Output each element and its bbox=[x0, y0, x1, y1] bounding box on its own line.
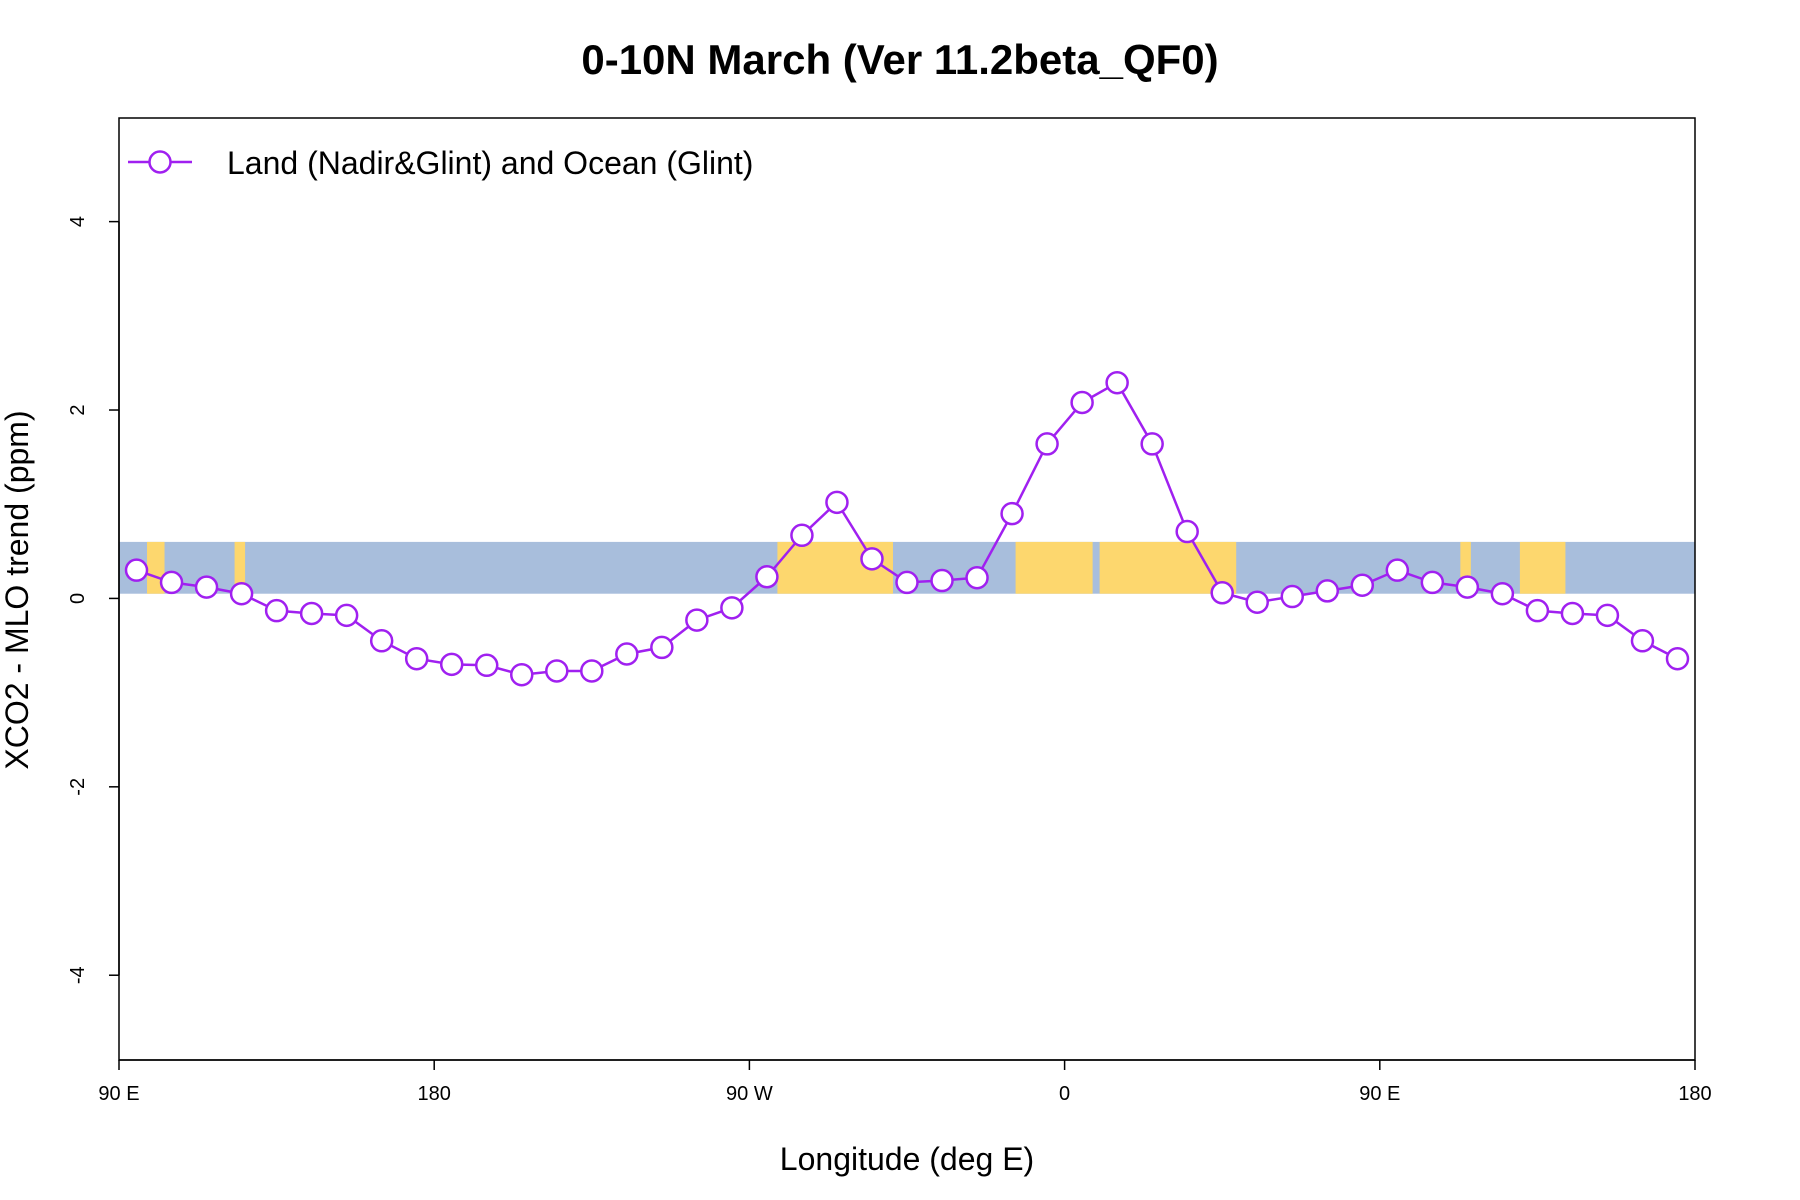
data-point bbox=[1525, 598, 1550, 623]
data-point bbox=[790, 523, 814, 548]
data-point bbox=[1665, 646, 1690, 671]
y-tick-label: 2 bbox=[67, 404, 89, 415]
data-point bbox=[1035, 432, 1059, 456]
data-point bbox=[264, 598, 289, 623]
data-point bbox=[965, 565, 989, 590]
data-point bbox=[1210, 581, 1234, 605]
data-point bbox=[474, 653, 499, 678]
y-tick-label: 4 bbox=[67, 216, 89, 227]
data-point bbox=[1000, 501, 1024, 526]
legend: Land (Nadir&Glint) and Ocean (Glint) bbox=[128, 145, 753, 181]
series-line bbox=[136, 381, 1679, 676]
x-tick-label: 180 bbox=[418, 1083, 451, 1105]
data-point bbox=[825, 490, 849, 515]
data-point bbox=[1105, 370, 1129, 395]
data-point bbox=[124, 558, 149, 582]
x-axis: 90 E 180 90 W 0 90 E 180 bbox=[98, 1059, 1712, 1105]
y-tick-label: -2 bbox=[67, 778, 89, 796]
series-layer bbox=[124, 370, 1690, 687]
data-point bbox=[545, 659, 569, 683]
y-axis-label: XCO2 - MLO trend (ppm) bbox=[0, 410, 35, 769]
x-tick-label: 180 bbox=[1678, 1083, 1711, 1105]
x-tick-label: 90 E bbox=[1359, 1083, 1400, 1105]
data-point bbox=[299, 601, 324, 626]
data-point bbox=[439, 652, 464, 677]
data-point bbox=[1560, 601, 1585, 626]
data-point bbox=[1350, 573, 1375, 597]
data-point bbox=[1140, 432, 1164, 456]
data-point bbox=[860, 547, 884, 571]
land-segment bbox=[1460, 541, 1471, 594]
data-point bbox=[1385, 558, 1410, 582]
data-point bbox=[1595, 603, 1620, 628]
land-segment bbox=[234, 541, 246, 594]
y-tick-label: 0 bbox=[67, 593, 89, 604]
data-point bbox=[1315, 579, 1340, 603]
legend-marker-icon bbox=[148, 150, 172, 174]
data-point bbox=[1420, 570, 1445, 595]
data-point bbox=[1630, 629, 1655, 653]
data-point bbox=[755, 565, 779, 589]
y-tick-label: -4 bbox=[67, 966, 89, 984]
data-point bbox=[404, 646, 429, 671]
data-point bbox=[229, 581, 254, 606]
data-point bbox=[650, 635, 674, 660]
chart-title: 0-10N March (Ver 11.2beta_QF0) bbox=[581, 36, 1218, 83]
data-point bbox=[159, 570, 184, 595]
data-point bbox=[580, 659, 604, 683]
x-tick-label: 90 E bbox=[98, 1083, 139, 1105]
land-segment bbox=[1015, 541, 1093, 594]
data-point bbox=[194, 575, 219, 599]
data-point bbox=[1175, 519, 1199, 544]
data-point bbox=[510, 662, 534, 687]
data-point bbox=[895, 570, 919, 595]
x-tick-label: 90 W bbox=[726, 1083, 773, 1105]
x-axis-label: Longitude (deg E) bbox=[780, 1141, 1034, 1177]
land-segment bbox=[1519, 541, 1566, 594]
data-point bbox=[615, 642, 639, 666]
data-point bbox=[1455, 575, 1480, 599]
data-point bbox=[334, 603, 359, 628]
y-axis: 4 2 0 -2 -4 bbox=[67, 216, 120, 984]
data-point bbox=[1280, 584, 1304, 609]
data-point bbox=[369, 629, 394, 653]
data-point bbox=[1490, 581, 1515, 606]
data-point bbox=[930, 568, 954, 593]
data-point bbox=[685, 608, 709, 632]
legend-label: Land (Nadir&Glint) and Ocean (Glint) bbox=[227, 145, 753, 181]
data-point bbox=[1245, 590, 1269, 614]
x-tick-label: 0 bbox=[1059, 1083, 1070, 1105]
data-point bbox=[720, 596, 744, 620]
data-point bbox=[1070, 390, 1094, 415]
